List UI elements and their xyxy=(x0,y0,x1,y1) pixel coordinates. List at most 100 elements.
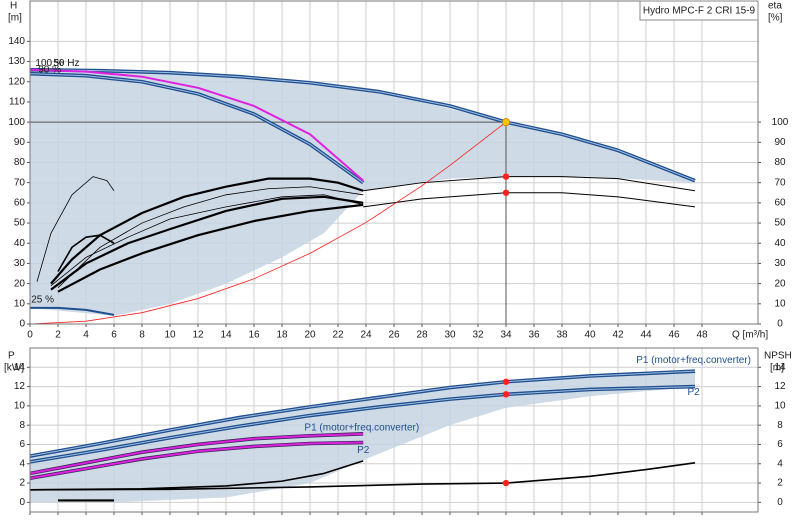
curve xyxy=(50,177,364,285)
x-tick-label: 10 xyxy=(164,330,176,341)
annotation: P1 (motor+freq.converter) xyxy=(636,355,751,366)
y-tick-label: 10 xyxy=(14,401,26,412)
x-tick-label: 0 xyxy=(27,330,33,341)
curve xyxy=(50,195,364,291)
y-tick-label: 100 xyxy=(8,117,25,128)
x-tick-label: 14 xyxy=(220,330,232,341)
y-tick-label: 60 xyxy=(14,198,26,209)
y2-tick-label: 10 xyxy=(774,401,786,412)
x-tick-label: 16 xyxy=(248,330,260,341)
y2-axis-label: eta xyxy=(768,1,782,12)
curve xyxy=(50,194,364,286)
y-tick-label: 0 xyxy=(19,497,25,508)
y-tick-label: 10 xyxy=(14,298,26,309)
y2-tick-label: 50 xyxy=(774,218,786,229)
x-tick-label: 36 xyxy=(528,330,540,341)
y-axis-label: H xyxy=(10,1,17,12)
curve-inner xyxy=(30,73,364,184)
y2-tick-label: 6 xyxy=(777,439,783,450)
annotation: 50 Hz xyxy=(53,58,79,69)
curve-inner xyxy=(30,441,364,480)
y2-tick-label: 90 xyxy=(774,137,786,148)
operating-point xyxy=(502,391,510,398)
y-tick-label: 80 xyxy=(14,157,26,168)
y2-tick-label: 0 xyxy=(777,319,783,330)
y-tick-label: 50 xyxy=(14,218,26,229)
y-tick-label: 14 xyxy=(14,362,26,373)
y2-tick-label: 80 xyxy=(774,157,786,168)
y2-axis-label: NPSH xyxy=(764,351,792,362)
x-tick-label: 6 xyxy=(111,330,117,341)
operating-point xyxy=(502,173,510,180)
y-axis-label: P xyxy=(8,351,15,362)
plot-frame xyxy=(29,0,759,325)
title-box xyxy=(639,0,759,21)
annotation: P2 xyxy=(687,387,700,398)
annotation: 100 % xyxy=(35,58,63,69)
y-tick-label: 2 xyxy=(19,478,25,489)
curve xyxy=(36,176,115,282)
annotation: 90 % xyxy=(38,64,61,75)
x-tick-label: 24 xyxy=(360,330,372,341)
curve-inner xyxy=(30,370,696,457)
x-tick-label: 38 xyxy=(556,330,568,341)
y2-axis-unit: [m] xyxy=(770,363,784,374)
y-tick-label: 20 xyxy=(14,278,26,289)
x-tick-label: 44 xyxy=(640,330,652,341)
annotation: P1 (motor+freq.converter) xyxy=(304,423,419,434)
x-axis-label: Q [m³/h] xyxy=(732,330,768,341)
y-tick-label: 12 xyxy=(14,381,26,392)
operating-point xyxy=(502,378,510,385)
curve xyxy=(363,176,696,192)
y2-tick-label: 70 xyxy=(774,177,786,188)
operating-point xyxy=(502,479,510,487)
y2-tick-label: 40 xyxy=(774,238,786,249)
y2-tick-label: 30 xyxy=(774,258,786,269)
x-tick-label: 34 xyxy=(500,330,512,341)
curve xyxy=(30,121,507,324)
x-tick-label: 20 xyxy=(304,330,316,341)
y2-tick-label: 2 xyxy=(777,478,783,489)
curve xyxy=(30,68,364,182)
y2-tick-label: 10 xyxy=(774,298,786,309)
operating-region xyxy=(30,371,695,503)
y2-tick-label: 4 xyxy=(777,458,783,469)
y2-tick-label: 14 xyxy=(774,362,786,373)
curve-inner xyxy=(30,386,696,463)
x-tick-label: 46 xyxy=(668,330,680,341)
y-tick-label: 6 xyxy=(19,439,25,450)
x-tick-label: 12 xyxy=(192,330,204,341)
curve xyxy=(30,462,696,491)
y-tick-label: 70 xyxy=(14,177,26,188)
y-tick-label: 0 xyxy=(19,319,25,330)
curve xyxy=(30,306,115,316)
y-axis-unit: [m] xyxy=(8,13,22,24)
y-tick-label: 120 xyxy=(8,76,25,87)
x-tick-label: 28 xyxy=(416,330,428,341)
x-tick-label: 8 xyxy=(139,330,145,341)
y-tick-label: 140 xyxy=(8,36,25,47)
operating-point xyxy=(502,189,510,196)
curve xyxy=(57,203,364,293)
curve xyxy=(57,234,115,272)
y2-tick-label: 0 xyxy=(777,497,783,508)
duty-point xyxy=(501,118,510,127)
x-tick-label: 32 xyxy=(472,330,484,341)
x-tick-label: 40 xyxy=(584,330,596,341)
x-tick-label: 26 xyxy=(388,330,400,341)
y2-axis-unit: [%] xyxy=(768,13,783,24)
y2-tick-label: 60 xyxy=(774,198,786,209)
y-axis-unit: [kW] xyxy=(4,363,24,374)
y-tick-label: 4 xyxy=(19,458,25,469)
y-tick-label: 130 xyxy=(8,56,25,67)
x-tick-label: 22 xyxy=(332,330,344,341)
curve xyxy=(30,460,364,491)
x-tick-label: 42 xyxy=(612,330,624,341)
y-tick-label: 110 xyxy=(9,97,25,108)
operating-region xyxy=(30,69,695,316)
y2-tick-label: 100 xyxy=(772,117,789,128)
y-tick-label: 30 xyxy=(14,258,26,269)
annotation: 25 % xyxy=(31,294,54,305)
curve-inner xyxy=(30,69,696,182)
